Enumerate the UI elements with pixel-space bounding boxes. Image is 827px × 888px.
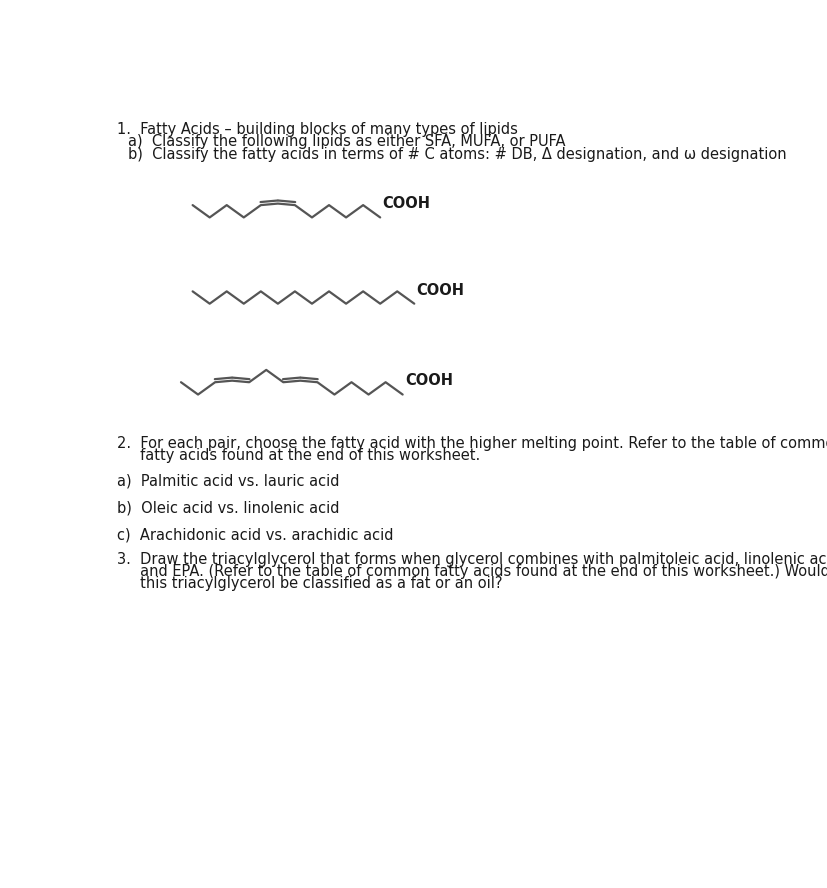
Text: 1.  Fatty Acids – building blocks of many types of lipids: 1. Fatty Acids – building blocks of many…: [117, 122, 518, 137]
Text: b)  Oleic acid vs. linolenic acid: b) Oleic acid vs. linolenic acid: [117, 500, 340, 515]
Text: b)  Classify the fatty acids in terms of # C atoms: # DB, Δ designation, and ω d: b) Classify the fatty acids in terms of …: [128, 147, 786, 162]
Text: fatty acids found at the end of this worksheet.: fatty acids found at the end of this wor…: [117, 448, 480, 464]
Text: COOH: COOH: [404, 373, 452, 388]
Text: a)  Palmitic acid vs. lauric acid: a) Palmitic acid vs. lauric acid: [117, 473, 340, 488]
Text: 3.  Draw the triacylglycerol that forms when glycerol combines with palmitoleic : 3. Draw the triacylglycerol that forms w…: [117, 551, 827, 567]
Text: COOH: COOH: [382, 196, 430, 211]
Text: a)  Classify the following lipids as either SFA, MUFA, or PUFA: a) Classify the following lipids as eith…: [128, 134, 565, 149]
Text: this triacylglycerol be classified as a fat or an oil?: this triacylglycerol be classified as a …: [117, 576, 502, 591]
Text: and EPA. (Refer to the table of common fatty acids found at the end of this work: and EPA. (Refer to the table of common f…: [117, 564, 827, 579]
Text: COOH: COOH: [416, 282, 464, 297]
Text: c)  Arachidonic acid vs. arachidic acid: c) Arachidonic acid vs. arachidic acid: [117, 527, 394, 543]
Text: 2.  For each pair, choose the fatty acid with the higher melting point. Refer to: 2. For each pair, choose the fatty acid …: [117, 436, 827, 451]
